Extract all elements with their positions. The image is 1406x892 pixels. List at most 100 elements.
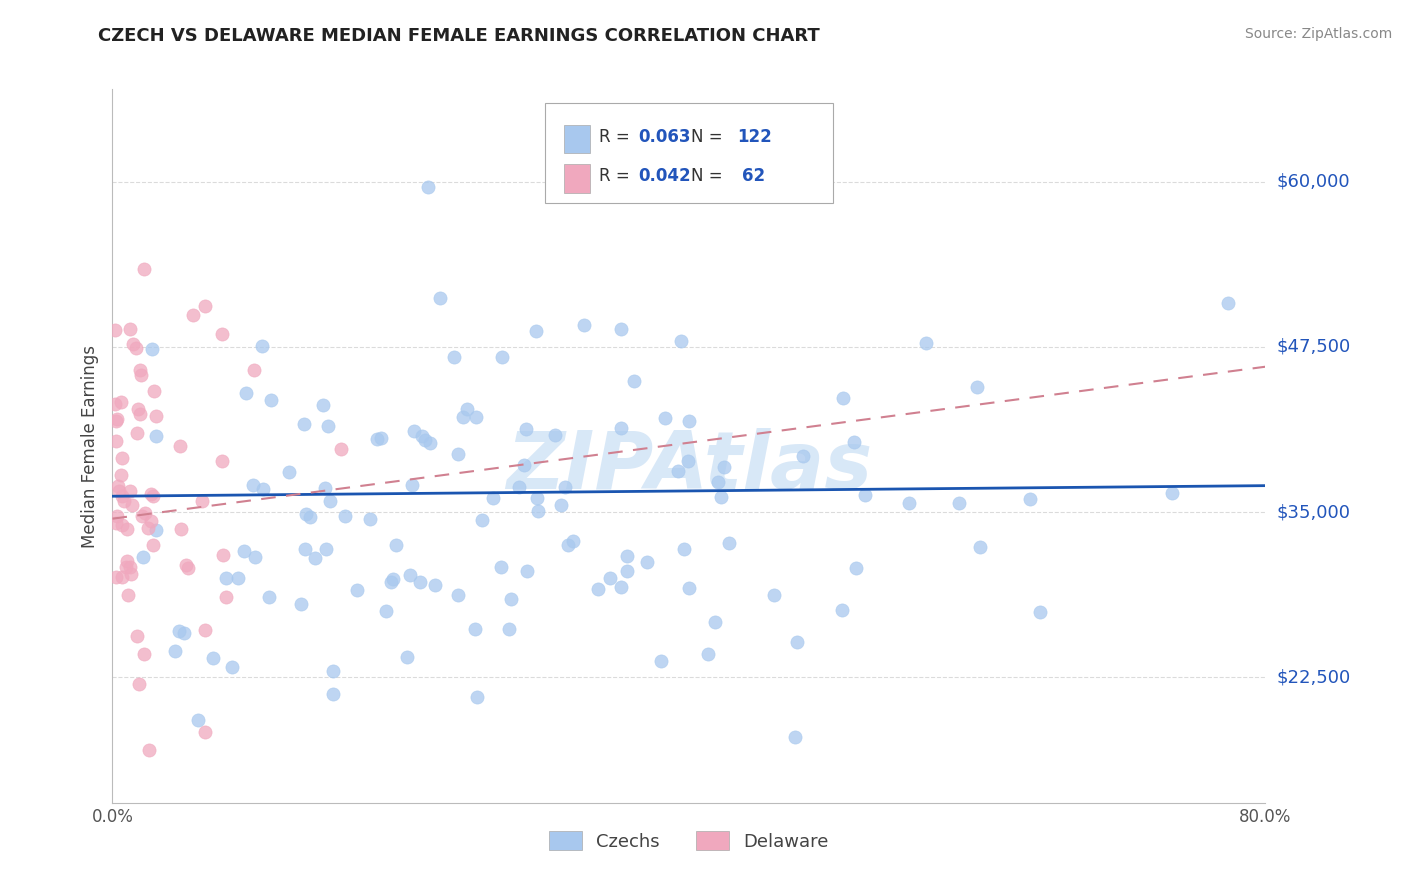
Delaware bbox=[127, 401, 149, 416]
Czechs bbox=[423, 578, 446, 592]
Czechs bbox=[710, 490, 733, 504]
Delaware bbox=[169, 440, 191, 454]
Delaware bbox=[107, 412, 129, 426]
Czechs bbox=[915, 336, 938, 351]
Delaware bbox=[132, 261, 155, 276]
Czechs bbox=[257, 591, 280, 605]
Czechs bbox=[235, 385, 257, 400]
Delaware bbox=[105, 509, 128, 524]
Czechs bbox=[482, 491, 505, 505]
Czechs bbox=[292, 417, 315, 432]
Czechs bbox=[298, 510, 321, 524]
Czechs bbox=[1216, 296, 1239, 310]
Czechs bbox=[516, 564, 538, 578]
Czechs bbox=[366, 432, 388, 446]
Delaware bbox=[122, 337, 145, 351]
Czechs bbox=[419, 435, 441, 450]
Czechs bbox=[233, 544, 256, 558]
Delaware bbox=[190, 493, 212, 508]
Czechs bbox=[322, 664, 344, 678]
Czechs bbox=[316, 418, 339, 433]
Czechs bbox=[623, 374, 645, 388]
Delaware bbox=[177, 561, 200, 575]
Delaware bbox=[129, 408, 152, 422]
Czechs bbox=[409, 575, 432, 590]
Czechs bbox=[513, 458, 536, 473]
Delaware bbox=[127, 629, 149, 643]
Czechs bbox=[554, 480, 576, 494]
Czechs bbox=[132, 549, 155, 564]
Czechs bbox=[141, 343, 163, 357]
Czechs bbox=[290, 597, 312, 611]
Delaware bbox=[142, 384, 165, 399]
Delaware bbox=[125, 425, 148, 440]
Delaware bbox=[211, 454, 233, 468]
Delaware bbox=[120, 321, 142, 335]
Text: 0.042: 0.042 bbox=[638, 168, 690, 186]
Czechs bbox=[562, 533, 585, 548]
Text: $47,500: $47,500 bbox=[1277, 338, 1351, 356]
Czechs bbox=[676, 454, 699, 468]
Czechs bbox=[215, 571, 238, 585]
Delaware bbox=[118, 483, 141, 498]
Czechs bbox=[550, 498, 572, 512]
Czechs bbox=[785, 730, 807, 744]
Czechs bbox=[411, 428, 433, 442]
Czechs bbox=[853, 488, 876, 502]
Delaware bbox=[194, 299, 217, 313]
Czechs bbox=[167, 624, 190, 638]
Czechs bbox=[654, 410, 676, 425]
Czechs bbox=[792, 449, 814, 463]
Czechs bbox=[515, 422, 537, 436]
FancyBboxPatch shape bbox=[546, 103, 832, 203]
Czechs bbox=[250, 338, 273, 352]
Czechs bbox=[616, 549, 638, 564]
Czechs bbox=[319, 494, 342, 508]
Czechs bbox=[717, 536, 740, 550]
Text: 122: 122 bbox=[737, 128, 772, 146]
Czechs bbox=[586, 582, 609, 596]
Czechs bbox=[173, 626, 195, 640]
Delaware bbox=[215, 590, 238, 604]
Text: R =: R = bbox=[599, 128, 636, 146]
Czechs bbox=[672, 542, 695, 557]
Czechs bbox=[897, 496, 920, 510]
Czechs bbox=[413, 433, 436, 447]
Delaware bbox=[243, 363, 266, 377]
Delaware bbox=[211, 327, 233, 342]
Czechs bbox=[384, 538, 406, 552]
Czechs bbox=[636, 555, 658, 569]
Czechs bbox=[527, 504, 550, 518]
Czechs bbox=[599, 571, 621, 585]
Delaware bbox=[138, 743, 160, 757]
Czechs bbox=[543, 428, 565, 442]
Delaware bbox=[129, 368, 152, 383]
Delaware bbox=[194, 624, 217, 638]
Czechs bbox=[786, 635, 808, 649]
Czechs bbox=[243, 549, 266, 564]
Delaware bbox=[125, 341, 148, 355]
Delaware bbox=[104, 434, 127, 448]
Czechs bbox=[395, 649, 418, 664]
Czechs bbox=[447, 447, 470, 461]
Czechs bbox=[404, 425, 426, 439]
Czechs bbox=[260, 393, 283, 408]
Czechs bbox=[465, 690, 488, 705]
Czechs bbox=[295, 507, 318, 521]
Czechs bbox=[370, 431, 392, 445]
Czechs bbox=[969, 540, 991, 554]
Delaware bbox=[128, 677, 150, 691]
Delaware bbox=[132, 647, 155, 661]
Czechs bbox=[844, 435, 866, 450]
Czechs bbox=[145, 429, 167, 443]
Delaware bbox=[139, 486, 162, 500]
Czechs bbox=[242, 477, 264, 491]
Delaware bbox=[115, 560, 138, 574]
Czechs bbox=[666, 464, 689, 478]
Delaware bbox=[105, 413, 128, 427]
Czechs bbox=[1029, 605, 1052, 619]
Delaware bbox=[212, 548, 235, 562]
Text: ZIPAtlas: ZIPAtlas bbox=[506, 428, 872, 507]
Text: N =: N = bbox=[692, 128, 728, 146]
FancyBboxPatch shape bbox=[564, 164, 589, 193]
